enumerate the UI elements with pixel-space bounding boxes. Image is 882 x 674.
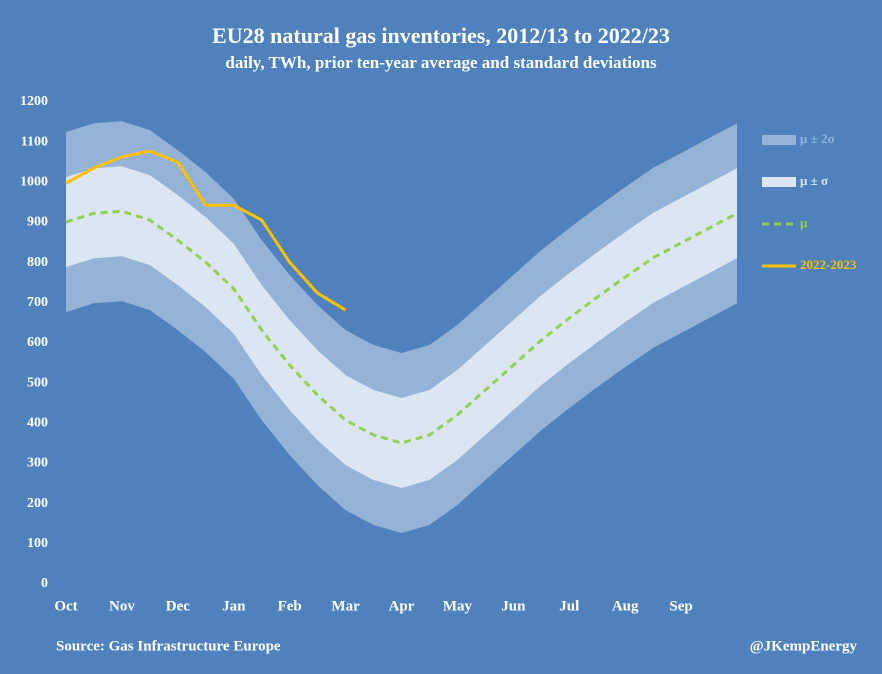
mean-line xyxy=(65,209,738,445)
legend-swatch xyxy=(762,135,796,145)
y-tick-label: 200 xyxy=(27,496,48,511)
legend-swatch xyxy=(762,177,796,187)
y-tick-label: 500 xyxy=(27,375,48,390)
x-tick-label: Jul xyxy=(559,598,579,614)
y-tick-label: 100 xyxy=(27,536,48,551)
y-tick-label: 700 xyxy=(27,295,48,310)
chart-title: EU28 natural gas inventories, 2012/13 to… xyxy=(212,23,670,48)
x-tick-label: Jan xyxy=(222,598,246,614)
y-tick-label: 1000 xyxy=(20,175,48,190)
x-tick-label: Aug xyxy=(612,598,639,614)
y-tick-label: 0 xyxy=(41,576,48,591)
x-tick-label: Mar xyxy=(331,598,360,614)
x-tick-label: Oct xyxy=(54,598,77,614)
band-area xyxy=(66,121,737,533)
x-tick-label: Feb xyxy=(278,598,302,614)
legend-label: μ xyxy=(800,215,808,230)
y-tick-label: 400 xyxy=(27,416,48,431)
y-tick-label: 600 xyxy=(27,335,48,350)
credit: @JKempEnergy xyxy=(750,638,858,654)
y-tick-label: 900 xyxy=(27,215,48,230)
x-tick-label: May xyxy=(443,598,473,614)
chart-subtitle: daily, TWh, prior ten-year average and s… xyxy=(225,53,657,72)
x-tick-label: Dec xyxy=(166,598,190,614)
source-note: Source: Gas Infrastructure Europe xyxy=(56,638,281,654)
y-tick-label: 1100 xyxy=(21,134,48,149)
x-tick-label: Jun xyxy=(501,598,526,614)
legend-label: μ ± 2σ xyxy=(800,131,835,146)
band-area xyxy=(66,166,737,489)
y-tick-label: 300 xyxy=(27,456,48,471)
legend-label: μ ± σ xyxy=(800,173,828,188)
y-tick-label: 1200 xyxy=(20,94,48,109)
x-tick-label: Nov xyxy=(109,598,135,614)
x-tick-label: Apr xyxy=(389,598,415,614)
x-tick-label: Sep xyxy=(669,598,692,614)
legend-label: 2022-2023 xyxy=(800,257,857,272)
y-tick-label: 800 xyxy=(27,255,48,270)
series-line xyxy=(65,149,347,312)
